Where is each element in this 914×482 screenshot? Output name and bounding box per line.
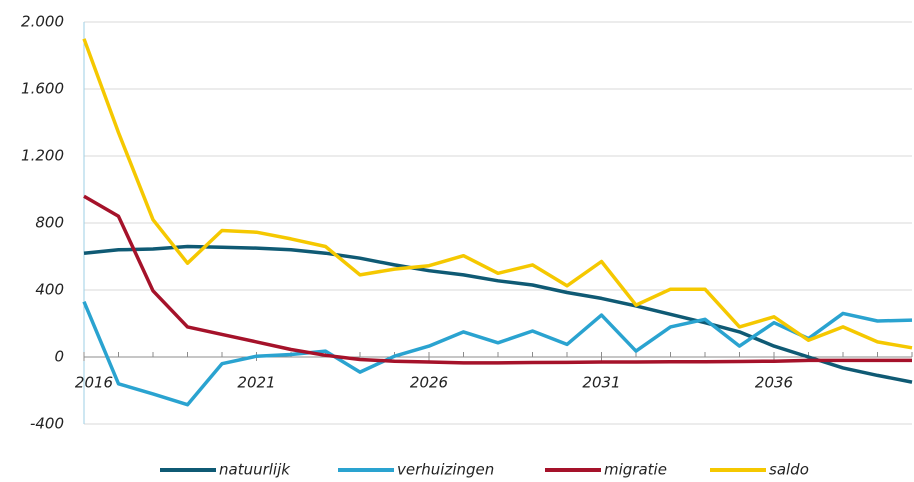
series-line <box>83 244 913 384</box>
legend-label: verhuizingen <box>397 461 494 479</box>
x-tick-label: 2031 <box>582 374 620 392</box>
y-tick-label: 400 <box>35 281 64 299</box>
legend-label: migratie <box>604 461 667 479</box>
x-tick-label: 2036 <box>755 374 793 392</box>
x-tick-label: 2016 <box>75 374 113 392</box>
y-tick-label: 0 <box>54 348 64 366</box>
legend-label: natuurlijk <box>219 461 291 479</box>
x-tick-label: 2021 <box>237 374 275 392</box>
x-tick-label: 2026 <box>410 374 448 392</box>
y-tick-label: 800 <box>35 214 64 232</box>
y-tick-label: -400 <box>30 415 64 433</box>
series-line <box>82 301 913 407</box>
y-tick-label: 1.200 <box>21 147 64 165</box>
legend-label: saldo <box>769 461 809 479</box>
y-tick-label: 2.000 <box>21 13 64 31</box>
series-line <box>83 194 912 365</box>
y-tick-label: 1.600 <box>21 80 64 98</box>
series-line <box>82 38 913 350</box>
